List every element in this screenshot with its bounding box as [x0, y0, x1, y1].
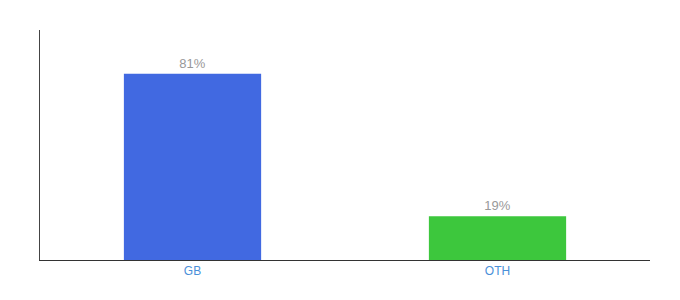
svg-text:GB: GB — [184, 264, 201, 278]
svg-text:19%: 19% — [484, 198, 510, 213]
svg-text:81%: 81% — [179, 56, 205, 71]
svg-text:OTH: OTH — [485, 264, 510, 278]
